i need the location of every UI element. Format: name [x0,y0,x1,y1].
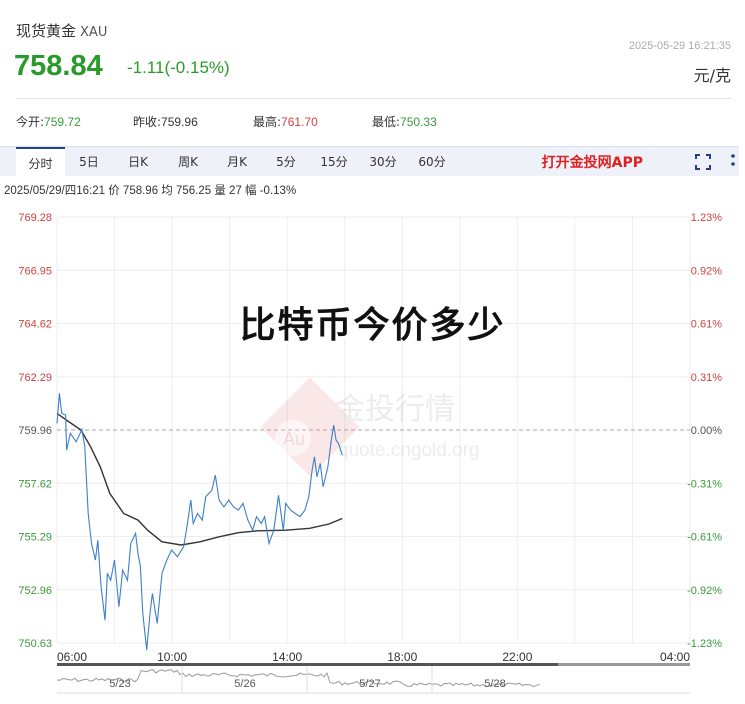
pct-tick-label: -0.31% [687,478,722,490]
period-tabs: 分时 5日 日K 周K 月K 5分 15分 30分 60分 打开金投网APP [0,146,739,178]
divider [16,98,731,99]
instrument-code: XAU [80,25,108,40]
pct-tick-label: 0.61% [691,319,722,331]
navigator-date-label: 5/26 [234,678,255,690]
overlay-caption: 比特币今价多少 [239,305,506,346]
instrument-name: 现货黄金 [16,22,77,40]
tab-5min[interactable]: 5分 [276,155,296,169]
stat-label: 最高: [253,115,282,129]
navigator-date-label: 5/27 [359,678,380,690]
y-tick-label: 764.62 [18,319,52,331]
tab-5day[interactable]: 5日 [79,155,99,169]
stat-value: 750.33 [400,115,437,129]
stat-open: 今开:759.72 [16,113,81,130]
x-tick-label: 04:00 [660,650,690,664]
stat-label: 昨收: [133,115,162,129]
navigator-date-label: 5/23 [109,678,130,690]
crosshair-info: 2025/05/29/四16:21 价 758.96 均 756.25 量 27… [4,185,297,197]
x-tick-label: 06:00 [57,650,87,664]
average-price-line [56,412,343,546]
watermark-brand: 金投行情 [335,393,455,426]
tab-monthly-k[interactable]: 月K [227,155,247,169]
stat-label: 最低: [372,115,401,129]
pct-tick-label: 0.92% [691,265,722,277]
y-tick-label: 766.95 [18,265,52,277]
instrument-title: 现货黄金 XAU [16,20,107,41]
intraday-chart[interactable]: Au 金投行情 quote.cngold.org 769.28 1.23% 766.… [0,200,745,704]
pct-tick-label: -0.61% [687,532,722,544]
stat-high: 最高:761.70 [253,113,318,130]
price-line [56,393,343,651]
y-tick-label: 759.96 [18,425,52,437]
x-tick-label: 22:00 [502,650,532,664]
tab-60min[interactable]: 60分 [418,155,446,169]
y-tick-label: 755.29 [18,532,52,544]
more-vertical-icon[interactable] [730,153,736,171]
navigator-date-label: 5/28 [484,678,505,690]
price-change: -1.11(-0.15%) [127,58,230,77]
time-navigator[interactable]: 5/23 5/26 5/27 5/28 [56,663,690,694]
timestamp: 2025-05-29 16:21:35 [628,40,731,52]
x-tick-label: 10:00 [157,650,187,664]
stat-low: 最低:750.33 [372,113,437,130]
watermark: Au 金投行情 quote.cngold.org [260,377,480,477]
navigator-handle[interactable] [558,663,690,666]
pct-tick-label: 0.31% [691,372,722,384]
stat-prev-close: 昨收:759.96 [133,113,198,130]
price-unit: 元/克 [693,66,731,85]
tab-30min[interactable]: 30分 [369,155,397,169]
watermark-url: quote.cngold.org [338,440,480,461]
stat-value: 759.72 [44,115,81,129]
x-tick-label: 18:00 [387,650,417,664]
navigator-bar[interactable] [57,663,690,666]
stat-value: 759.96 [161,115,198,129]
open-app-link[interactable]: 打开金投网APP [541,155,643,171]
x-tick-label: 14:00 [272,650,302,664]
fullscreen-icon[interactable] [695,154,711,170]
watermark-logo-text: Au [283,429,305,449]
tab-intraday[interactable]: 分时 [16,147,65,178]
tab-daily-k[interactable]: 日K [128,155,148,169]
y-tick-label: 752.96 [18,585,52,597]
pct-tick-label: -1.23% [687,638,722,650]
pct-tick-label: 0.00% [691,425,722,437]
stat-label: 今开: [16,115,45,129]
y-tick-label: 769.28 [18,212,52,224]
stat-value: 761.70 [281,115,318,129]
y-tick-label: 750.63 [18,638,52,650]
pct-tick-label: -0.92% [687,585,722,597]
y-tick-label: 762.29 [18,372,52,384]
pct-tick-label: 1.23% [691,212,722,224]
navigator-sparkline [56,669,541,688]
y-tick-label: 757.62 [18,478,52,490]
current-price: 758.84 [14,50,103,82]
tab-weekly-k[interactable]: 周K [178,155,198,169]
tab-15min[interactable]: 15分 [320,155,348,169]
